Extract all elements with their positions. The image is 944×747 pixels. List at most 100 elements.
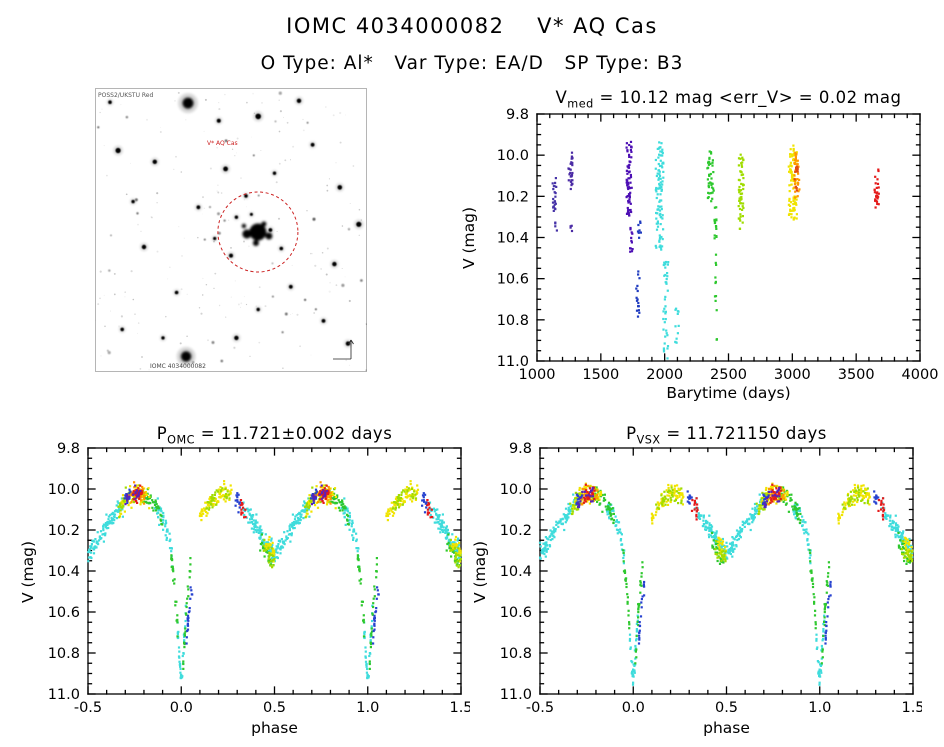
axis-frame [536,113,921,362]
phase-omc-title: POMC = 11.721±0.002 days [88,424,461,447]
phase-folded-chart-vsx: -0.5 0.0 0.5 1.0 1.5 9.8 10.0 10.2 10.4 10.6 10.8 1… [500,441,922,716]
data-points-cyan [87,497,462,680]
svg-text:9.8: 9.8 [506,107,529,123]
svg-text:10.8: 10.8 [497,313,529,329]
epoch-points-1262 [567,151,574,191]
svg-text:9.8: 9.8 [509,441,532,457]
epoch-points-2401 [713,276,718,341]
epoch-points-2008 [662,260,670,360]
data-points-yellow-green [569,485,914,563]
epoch-points-3660 [873,168,880,209]
svg-text:10.4: 10.4 [500,564,532,580]
phase-vsx-title: PVSX = 11.721150 days [540,424,913,447]
finder-coordinates-label: IOMC 4034000082 [150,363,206,370]
epoch-points-3030 [793,165,799,192]
svg-text:11.0: 11.0 [497,354,529,370]
epoch-points-1742 [629,226,634,253]
svg-text:1.0: 1.0 [356,700,379,716]
axis-frame [87,447,462,695]
finder-chart: POSS2/UKSTU Red V* AQ Cas IOMC 403400008… [95,88,367,372]
svg-text:10.6: 10.6 [48,605,80,621]
svg-text:10.2: 10.2 [497,189,529,205]
svg-text:0.5: 0.5 [263,700,286,716]
svg-text:2000: 2000 [646,367,683,383]
finder-chart-image [95,88,367,372]
page-title: IOMC 4034000082 V* AQ Cas [286,14,658,38]
svg-text:10.2: 10.2 [500,523,532,539]
svg-text:1500: 1500 [582,367,619,383]
data-points-indigo [124,484,328,506]
phase-omc-title-rest: = 11.721±0.002 days [194,424,393,443]
svg-text:0.0: 0.0 [170,700,193,716]
bright-stars [106,93,364,366]
svg-text:0.5: 0.5 [715,700,738,716]
phase-vsx-y-axis-label: V (mag) [471,540,489,604]
svg-text:9.8: 9.8 [57,441,80,457]
svg-text:10.8: 10.8 [500,646,532,662]
epoch-points-1802 [636,220,642,239]
svg-text:3500: 3500 [838,367,875,383]
svg-text:-0.5: -0.5 [74,700,102,716]
finder-target-label: V* AQ Cas [207,140,238,147]
photometric-aperture-circle [217,191,299,273]
svg-text:10.2: 10.2 [48,523,80,539]
epoch-points-1960 [654,141,665,251]
data-points-cyan [538,493,914,686]
page-subtitle: O Type: Al* Var Type: EA/D SP Type: B3 [260,53,684,74]
epoch-points-2098 [674,307,680,344]
svg-text:10.0: 10.0 [48,482,80,498]
epoch-points-3004 [787,144,798,221]
phase-vsx-x-axis-label: phase [703,719,750,737]
phase-omc-x-axis-label: phase [251,719,298,737]
axis-tick-labels: -0.5 0.0 0.5 1.0 1.5 9.8 10.0 10.2 10.4 10.6 10.8 1… [500,441,922,716]
svg-text:1.5: 1.5 [449,700,470,716]
svg-text:1.0: 1.0 [808,700,831,716]
data-points-blue [575,490,880,645]
svg-text:3000: 3000 [774,367,811,383]
bary-y-axis-label: V (mag) [460,206,478,270]
svg-text:10.6: 10.6 [497,272,529,288]
svg-text:10.0: 10.0 [497,148,529,164]
compass-marker [333,339,354,360]
phase-folded-chart-omc: -0.5 0.0 0.5 1.0 1.5 9.8 10.0 10.2 10.4 10.6 10.8 1… [48,441,470,716]
phase-vsx-title-sub: VSX [636,433,661,447]
data-points-yellow [571,482,914,559]
epoch-points-1150 [554,221,558,232]
epoch-points-1722 [625,140,633,217]
svg-text:4000: 4000 [902,367,939,383]
svg-text:-0.5: -0.5 [526,700,554,716]
svg-text:10.6: 10.6 [500,605,532,621]
axis-frame [539,447,914,695]
epoch-points-2600 [737,153,745,230]
data-points-indigo [577,486,781,509]
target-star-blob [241,221,273,246]
epoch-points-1138 [551,177,558,212]
data-points-blue [123,488,428,645]
epoch-points-2398 [713,206,718,266]
svg-text:1000: 1000 [519,367,556,383]
epoch-points-1790 [635,270,641,318]
lightcurve-vs-barytime-chart: 1000 1500 2000 2500 3000 3500 4000 9.8 10.0 10.2 1… [497,107,939,383]
svg-text:10.4: 10.4 [497,231,529,247]
bary-title-sub: med [567,97,594,111]
svg-text:10.8: 10.8 [48,646,80,662]
phase-omc-title-base: P [156,424,168,443]
data-points-green [593,486,911,665]
epoch-points-1268 [569,224,574,233]
finder-survey-label: POSS2/UKSTU Red [98,92,154,99]
svg-text:10.4: 10.4 [48,564,80,580]
bary-title-base: V [555,88,568,107]
bary-chart-title: Vmed = 10.12 mag <err_V> = 0.02 mag [537,88,920,111]
phase-omc-y-axis-label: V (mag) [19,540,37,604]
axis-tick-labels: -0.5 0.0 0.5 1.0 1.5 9.8 10.0 10.2 10.4 10.6 10.8 1… [48,441,470,716]
bary-x-axis-label: Barytime (days) [666,384,791,402]
phase-vsx-title-rest: = 11.721150 days [660,424,827,443]
svg-text:0.0: 0.0 [622,700,645,716]
svg-text:1.5: 1.5 [901,700,922,716]
data-points-red [582,483,886,521]
svg-text:11.0: 11.0 [48,687,80,703]
phase-omc-title-sub: OMC [167,433,195,447]
svg-text:10.0: 10.0 [500,482,532,498]
svg-text:11.0: 11.0 [500,687,532,703]
